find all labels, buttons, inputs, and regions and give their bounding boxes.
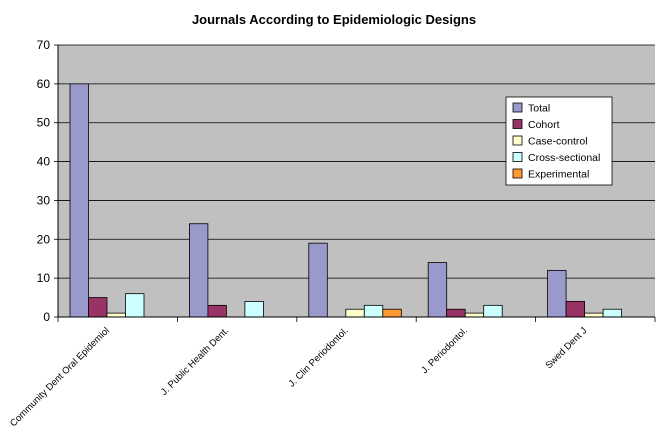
bar-cross-sectional-0 [125, 293, 145, 318]
y-tick-label: 30 [37, 193, 51, 207]
legend-swatch [512, 135, 523, 146]
y-axis-ticks: 0 10 20 30 40 50 60 70 [37, 38, 58, 324]
legend-swatch [512, 168, 523, 179]
bar-total-3 [427, 262, 448, 318]
legend: Total Cohort Case-control Cross-sectional Ex… [505, 96, 613, 186]
axes [57, 45, 655, 318]
y-tick-label: 60 [37, 77, 51, 91]
bar-cohort-3 [446, 308, 466, 318]
legend-swatch [512, 102, 523, 113]
bar-total-1 [188, 223, 209, 318]
legend-box [505, 96, 613, 186]
legend-label: Experimental [528, 169, 589, 181]
y-tick-label: 0 [43, 310, 50, 324]
legend-label: Cohort [528, 119, 560, 131]
bar-cohort-1 [207, 304, 227, 318]
bar-cross-sectional-4 [602, 308, 622, 318]
bar-case-control-0 [106, 312, 126, 318]
bar-total-0 [69, 83, 89, 318]
gridlines [58, 44, 655, 279]
x-tick-label: J. Periodontol. [419, 325, 470, 376]
legend-label: Cross-sectional [528, 152, 600, 164]
y-tick-label: 10 [37, 271, 51, 285]
x-axis-ticks: Community Dent Oral Epidemiol J. Public H… [8, 317, 656, 429]
bars [69, 83, 622, 318]
bar-cohort-4 [565, 301, 585, 318]
x-tick-label: Community Dent Oral Epidemiol [8, 325, 112, 429]
bar-case-control-4 [584, 312, 604, 318]
bar-cross-sectional-3 [483, 304, 503, 318]
legend-label: Case-control [528, 136, 588, 148]
y-tick-label: 40 [37, 155, 51, 169]
chart-title: Journals According to Epidemiologic Desi… [192, 12, 476, 27]
bar-cohort-0 [88, 297, 108, 318]
legend-swatch [512, 152, 523, 162]
bar-experimental-2 [382, 308, 402, 318]
x-tick-label: Swed Dent J [544, 325, 590, 371]
bar-case-control-3 [464, 312, 485, 318]
x-tick-label: J. Public Health Dent. [159, 325, 231, 397]
y-tick-label: 50 [37, 116, 51, 130]
x-tick-label: J. Clin Periodontol. [286, 325, 350, 389]
bar-cross-sectional-1 [244, 301, 264, 318]
legend-label: Total [528, 103, 550, 115]
bar-total-4 [547, 269, 567, 318]
bar-cross-sectional-2 [363, 304, 384, 318]
legend-swatch [512, 119, 523, 129]
y-tick-label: 70 [37, 38, 51, 52]
bar-total-2 [308, 242, 328, 318]
y-tick-label: 20 [37, 232, 51, 246]
bar-case-control-2 [345, 308, 365, 318]
